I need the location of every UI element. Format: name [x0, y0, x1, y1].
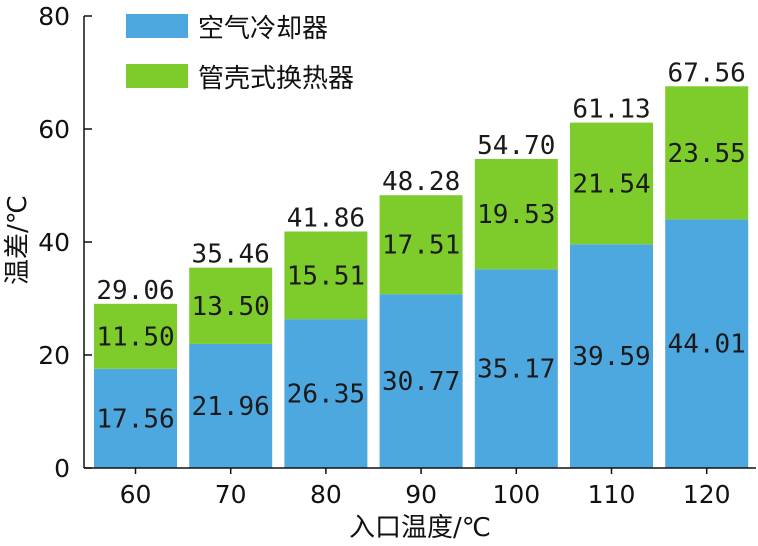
bar-segment-series-2-80 [284, 231, 368, 320]
x-axis-title: 入口温度/℃ [349, 513, 491, 543]
bar-segment-series-1-70 [189, 343, 273, 468]
data-label-series-2-80: 15.51 [287, 261, 365, 291]
legend-swatch-series-1 [126, 14, 188, 38]
y-axis-title: 温差/℃ [3, 195, 33, 285]
bar-segment-series-2-120 [665, 86, 749, 220]
bar-segment-series-1-90 [379, 294, 463, 468]
data-label-series-1-120: 44.01 [668, 330, 746, 360]
x-tick-label-80: 80 [310, 480, 342, 509]
x-tick-label-90: 90 [405, 480, 437, 509]
y-tick-label-40: 40 [38, 228, 70, 257]
bar-segment-series-1-120 [665, 219, 749, 468]
data-label-series-2-120: 23.55 [668, 139, 746, 169]
x-tick-label-120: 120 [683, 480, 731, 509]
x-tick-label-60: 60 [120, 480, 152, 509]
bar-segment-series-2-90 [379, 195, 463, 295]
total-label-90: 48.28 [382, 167, 460, 197]
y-ticks-group: 0 20 40 60 80 [38, 2, 92, 483]
total-label-120: 67.56 [668, 58, 746, 88]
total-label-110: 61.13 [572, 95, 650, 125]
y-tick-label-0: 0 [54, 454, 70, 483]
data-label-series-1-90: 30.77 [382, 367, 460, 397]
bar-segment-series-2-70 [189, 267, 273, 344]
total-label-100: 54.70 [477, 131, 555, 161]
total-label-70: 35.46 [192, 240, 270, 270]
y-tick-label-60: 60 [38, 115, 70, 144]
legend-swatch-series-2 [126, 64, 188, 88]
legend-label-series-2: 管壳式换热器 [198, 64, 354, 94]
x-tick-label-110: 110 [588, 480, 636, 509]
data-label-series-1-60: 17.56 [96, 404, 174, 434]
total-label-80: 41.86 [287, 203, 365, 233]
legend: 空气冷却器 管壳式换热器 [126, 14, 354, 94]
data-label-series-2-70: 13.50 [192, 292, 270, 322]
x-tick-label-70: 70 [215, 480, 247, 509]
data-label-series-2-110: 21.54 [572, 169, 650, 199]
bar-segment-series-1-100 [474, 269, 558, 468]
legend-label-series-1: 空气冷却器 [198, 14, 328, 44]
bar-segment-series-2-60 [94, 303, 177, 369]
bar-segment-series-2-100 [474, 158, 558, 270]
data-labels-group: 17.56 11.50 29.06 21.96 13.50 35.46 26.35 15.51… [96, 58, 745, 434]
data-label-series-2-100: 19.53 [477, 200, 555, 230]
y-tick-label-80: 80 [38, 2, 70, 31]
data-label-series-1-80: 26.35 [287, 380, 365, 410]
x-ticks-group: 60 70 80 90 100 110 120 [120, 468, 731, 509]
bar-segment-series-2-110 [570, 122, 653, 245]
data-label-series-2-90: 17.51 [382, 231, 460, 261]
total-label-60: 29.06 [96, 276, 174, 306]
bar-segment-series-1-110 [570, 244, 653, 468]
y-tick-label-20: 20 [38, 341, 70, 370]
data-label-series-1-100: 35.17 [477, 355, 555, 385]
data-label-series-1-70: 21.96 [192, 392, 270, 422]
x-tick-label-100: 100 [492, 480, 540, 509]
bar-segment-series-1-80 [284, 319, 368, 468]
bar-segment-series-1-60 [94, 368, 177, 468]
data-label-series-1-110: 39.59 [572, 342, 650, 372]
data-label-series-2-60: 11.50 [96, 322, 174, 352]
bars-group [94, 86, 749, 468]
